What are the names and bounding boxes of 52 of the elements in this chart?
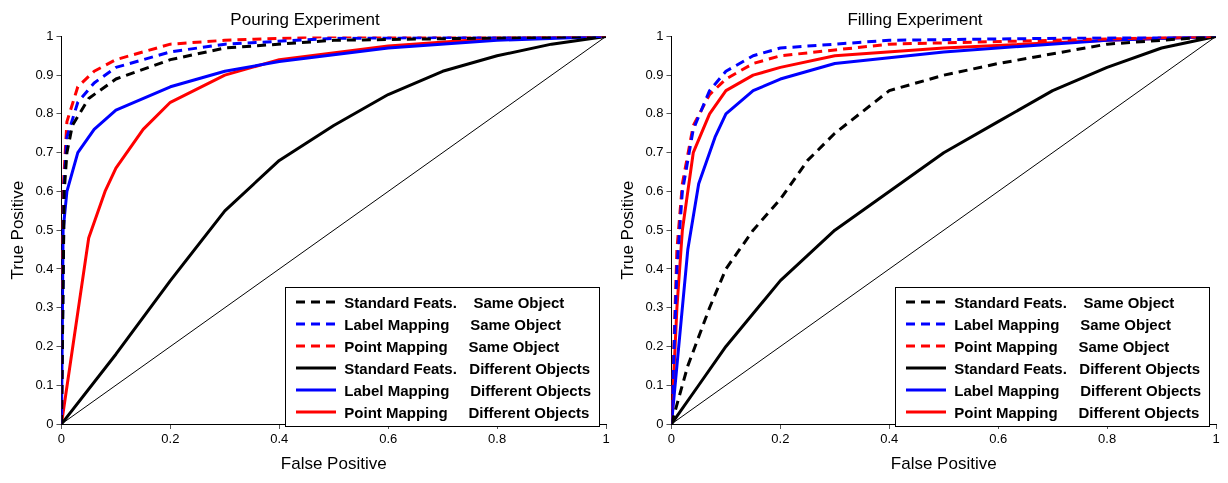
y-tick-label: 0 xyxy=(656,415,664,431)
legend-label: Label Mapping Same Object xyxy=(954,315,1172,333)
y-axis-title: True Positive xyxy=(617,180,637,280)
y-tick-label: 0.4 xyxy=(645,260,664,276)
x-tick-label: 0.4 xyxy=(880,431,899,447)
y-tick-label: 0.6 xyxy=(645,183,664,199)
x-tick-label: 0.8 xyxy=(488,431,507,447)
legend-label: Label Mapping Different Objects xyxy=(344,381,591,399)
x-tick-label: 0.6 xyxy=(989,431,1008,447)
x-tick-label: 1 xyxy=(602,431,610,447)
x-tick-label: 0.4 xyxy=(270,431,289,447)
y-tick-label: 0.1 xyxy=(35,376,54,392)
y-tick-label: 1 xyxy=(656,27,664,43)
legend-label: Point Mapping Different Objects xyxy=(344,403,590,421)
y-tick-label: 0.2 xyxy=(645,338,664,354)
y-tick-label: 0.7 xyxy=(35,144,54,160)
y-tick-label: 0.8 xyxy=(645,105,664,121)
legend-label: Standard Feats. Different Objects xyxy=(344,359,591,377)
x-axis-title: False Positive xyxy=(890,454,997,474)
legend-label: Point Mapping Different Objects xyxy=(954,403,1200,421)
chart-title: Pouring Experiment xyxy=(230,9,380,29)
y-tick-label: 0.1 xyxy=(645,376,664,392)
y-axis-title: True Positive xyxy=(7,180,27,280)
legend-label: Point Mapping Same Object xyxy=(344,337,560,355)
y-tick-label: 0.9 xyxy=(645,66,664,82)
y-tick-label: 0.7 xyxy=(645,144,664,160)
chart-title: Filling Experiment xyxy=(847,9,983,29)
x-tick-label: 0.8 xyxy=(1098,431,1117,447)
y-tick-label: 0.2 xyxy=(35,338,54,354)
y-tick-label: 0.9 xyxy=(35,66,54,82)
x-tick-label: 0.2 xyxy=(771,431,790,447)
x-axis-title: False Positive xyxy=(280,454,387,474)
legend-label: Standard Feats. Different Objects xyxy=(954,359,1201,377)
legend-label: Label Mapping Same Object xyxy=(344,315,562,333)
y-tick-label: 0.5 xyxy=(645,221,664,237)
x-tick-label: 1 xyxy=(1212,431,1220,447)
y-tick-label: 0.5 xyxy=(35,221,54,237)
y-tick-label: 0 xyxy=(46,415,54,431)
legend-label: Standard Feats. Same Object xyxy=(954,293,1175,311)
y-tick-label: 0.8 xyxy=(35,105,54,121)
x-tick-label: 0 xyxy=(667,431,676,447)
y-tick-label: 0.3 xyxy=(645,299,664,315)
y-tick-label: 1 xyxy=(46,27,54,43)
x-tick-label: 0.2 xyxy=(161,431,180,447)
legend-label: Point Mapping Same Object xyxy=(954,337,1170,355)
y-tick-label: 0.4 xyxy=(35,260,54,276)
y-tick-label: 0.3 xyxy=(35,299,54,315)
legend-label: Label Mapping Different Objects xyxy=(954,381,1201,399)
x-tick-label: 0.6 xyxy=(379,431,398,447)
x-tick-label: 0 xyxy=(57,431,66,447)
legend-label: Standard Feats. Same Object xyxy=(344,293,565,311)
y-tick-label: 0.6 xyxy=(35,183,54,199)
